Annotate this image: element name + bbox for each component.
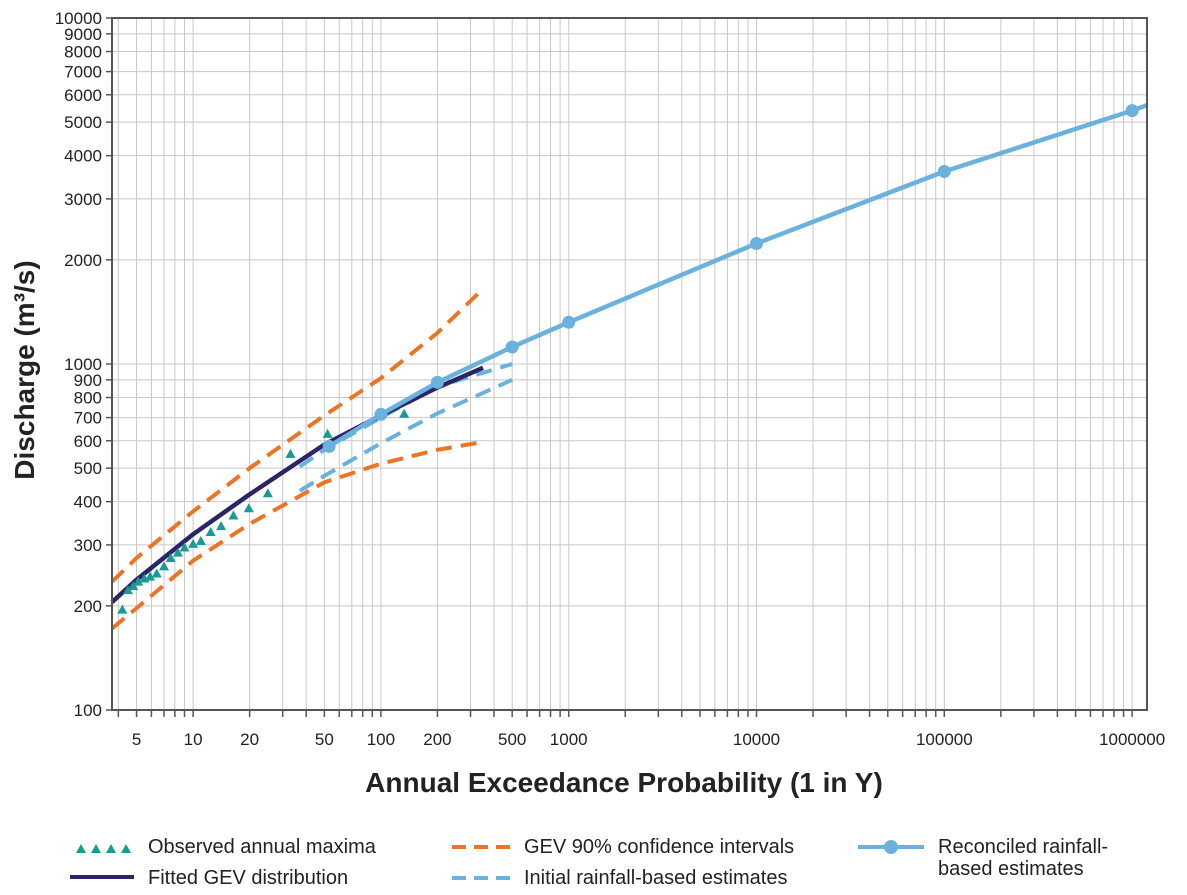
y-tick-label: 300 xyxy=(74,536,102,555)
x-tick-label: 500 xyxy=(498,730,526,749)
reconciled-point xyxy=(937,165,951,179)
legend-reconciled-label-1: Reconciled rainfall- xyxy=(938,836,1109,858)
reconciled-point xyxy=(750,236,764,250)
y-tick-label: 400 xyxy=(74,493,102,512)
y-tick-label: 7000 xyxy=(64,63,102,82)
observed-point xyxy=(159,561,170,571)
observed-legend-symbol xyxy=(76,844,131,853)
reconciled-point xyxy=(505,340,519,354)
y-tick-label: 8000 xyxy=(64,43,102,62)
y-tick-label: 4000 xyxy=(64,147,102,166)
reconciled-point xyxy=(374,407,388,421)
observed-point xyxy=(243,503,254,513)
observed-point xyxy=(262,488,273,498)
y-tick-label: 3000 xyxy=(64,190,102,209)
axes xyxy=(106,17,1148,717)
series-layer xyxy=(110,103,1148,631)
observed-point xyxy=(165,552,176,562)
observed-point xyxy=(145,571,156,581)
observed-point xyxy=(179,542,190,552)
x-tick-label: 1000 xyxy=(550,730,588,749)
chart-canvas: 5 10 20 50 100 200 500 1000 10000 100000 1000000 10… xyxy=(9,9,1166,798)
initial-legend-symbol xyxy=(452,876,516,880)
observed-point xyxy=(322,428,333,438)
fitted-gev-line xyxy=(110,365,484,604)
legend-gev-ci-label: GEV 90% confidence intervals xyxy=(524,836,795,858)
y-tick-label: 900 xyxy=(74,371,102,390)
confidence-bound-line xyxy=(110,440,484,631)
y-tick-label: 9000 xyxy=(64,25,102,44)
observed-point xyxy=(188,538,199,548)
x-tick-label: 20 xyxy=(240,730,259,749)
observed-point xyxy=(205,526,216,536)
observed-point xyxy=(285,448,296,458)
legend-observed-label: Observed annual maxima xyxy=(148,836,376,858)
observed-point xyxy=(128,581,139,591)
x-tick-label: 100000 xyxy=(916,730,973,749)
observed-point xyxy=(172,547,183,557)
y-tick-label: 600 xyxy=(74,432,102,451)
y-tick-label: 5000 xyxy=(64,113,102,132)
confidence-bound-line xyxy=(110,287,485,584)
tick-labels: 5 10 20 50 100 200 500 1000 10000 100000 1000000 10… xyxy=(55,9,1166,749)
y-tick-label: 10000 xyxy=(55,9,102,28)
x-axis-title: Annual Exceedance Probability (1 in Y) xyxy=(365,767,883,798)
y-tick-label: 100 xyxy=(74,701,102,720)
y-tick-label: 1000 xyxy=(64,355,102,374)
fitted-legend-symbol xyxy=(70,875,134,879)
observed-point xyxy=(117,604,128,614)
legend: Observed annual maxima Fitted GEV distri… xyxy=(0,830,1187,895)
observed-point xyxy=(216,521,227,531)
x-tick-label: 50 xyxy=(315,730,334,749)
plot-frame xyxy=(111,17,1148,711)
x-tick-label: 200 xyxy=(423,730,451,749)
y-tick-label: 200 xyxy=(74,597,102,616)
x-tick-label: 100 xyxy=(367,730,395,749)
reconciled-point xyxy=(562,315,576,329)
legend-initial-label: Initial rainfall-based estimates xyxy=(524,867,788,889)
y-tick-label: 2000 xyxy=(64,251,102,270)
y-tick-label: 700 xyxy=(74,409,102,428)
y-axis-title: Discharge (m³/s) xyxy=(9,260,40,479)
observed-point xyxy=(122,585,133,595)
x-tick-label: 1000000 xyxy=(1099,730,1165,749)
x-tick-label: 5 xyxy=(132,730,141,749)
reconciled-point xyxy=(430,375,444,389)
observed-point xyxy=(133,576,144,586)
x-tick-label: 10000 xyxy=(733,730,780,749)
observed-point xyxy=(399,408,410,418)
observed-point xyxy=(195,535,206,545)
x-tick-label: 10 xyxy=(184,730,203,749)
confidence-bound-line xyxy=(298,378,513,493)
legend-reconciled-label-2: based estimates xyxy=(938,858,1084,880)
reconciled-point xyxy=(1125,104,1139,118)
legend-fitted-label: Fitted GEV distribution xyxy=(148,867,349,889)
grid-lines xyxy=(112,17,1147,711)
reconciled-point xyxy=(322,439,336,453)
y-tick-label: 500 xyxy=(74,459,102,478)
gev-ci-legend-symbol xyxy=(452,845,516,849)
y-tick-label: 6000 xyxy=(64,86,102,105)
y-tick-label: 800 xyxy=(74,389,102,408)
observed-point xyxy=(151,568,162,578)
reconciled-legend-symbol xyxy=(858,840,924,854)
observed-point xyxy=(228,510,239,520)
